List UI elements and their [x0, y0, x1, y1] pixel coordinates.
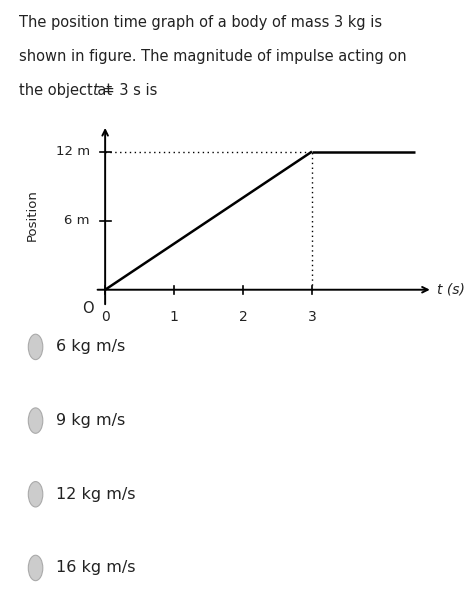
Text: the object at: the object at — [19, 83, 117, 98]
Text: 6 kg m/s: 6 kg m/s — [56, 340, 125, 354]
Text: O: O — [82, 301, 94, 316]
Text: 6 m: 6 m — [64, 214, 90, 227]
Text: 1: 1 — [170, 311, 179, 324]
Text: 12 m: 12 m — [56, 145, 90, 158]
Text: = 3 s is: = 3 s is — [98, 83, 157, 98]
Text: 16 kg m/s: 16 kg m/s — [56, 561, 136, 575]
Text: 12 kg m/s: 12 kg m/s — [56, 487, 136, 502]
Text: Position: Position — [26, 189, 39, 241]
Text: 0: 0 — [101, 311, 109, 324]
Text: 2: 2 — [238, 311, 247, 324]
Text: t (s): t (s) — [438, 282, 465, 297]
Text: t: t — [92, 83, 98, 98]
Text: shown in figure. The magnitude of impulse acting on: shown in figure. The magnitude of impuls… — [19, 49, 407, 64]
Text: 3: 3 — [308, 311, 316, 324]
Text: 9 kg m/s: 9 kg m/s — [56, 413, 125, 428]
Text: The position time graph of a body of mass 3 kg is: The position time graph of a body of mas… — [19, 15, 382, 30]
